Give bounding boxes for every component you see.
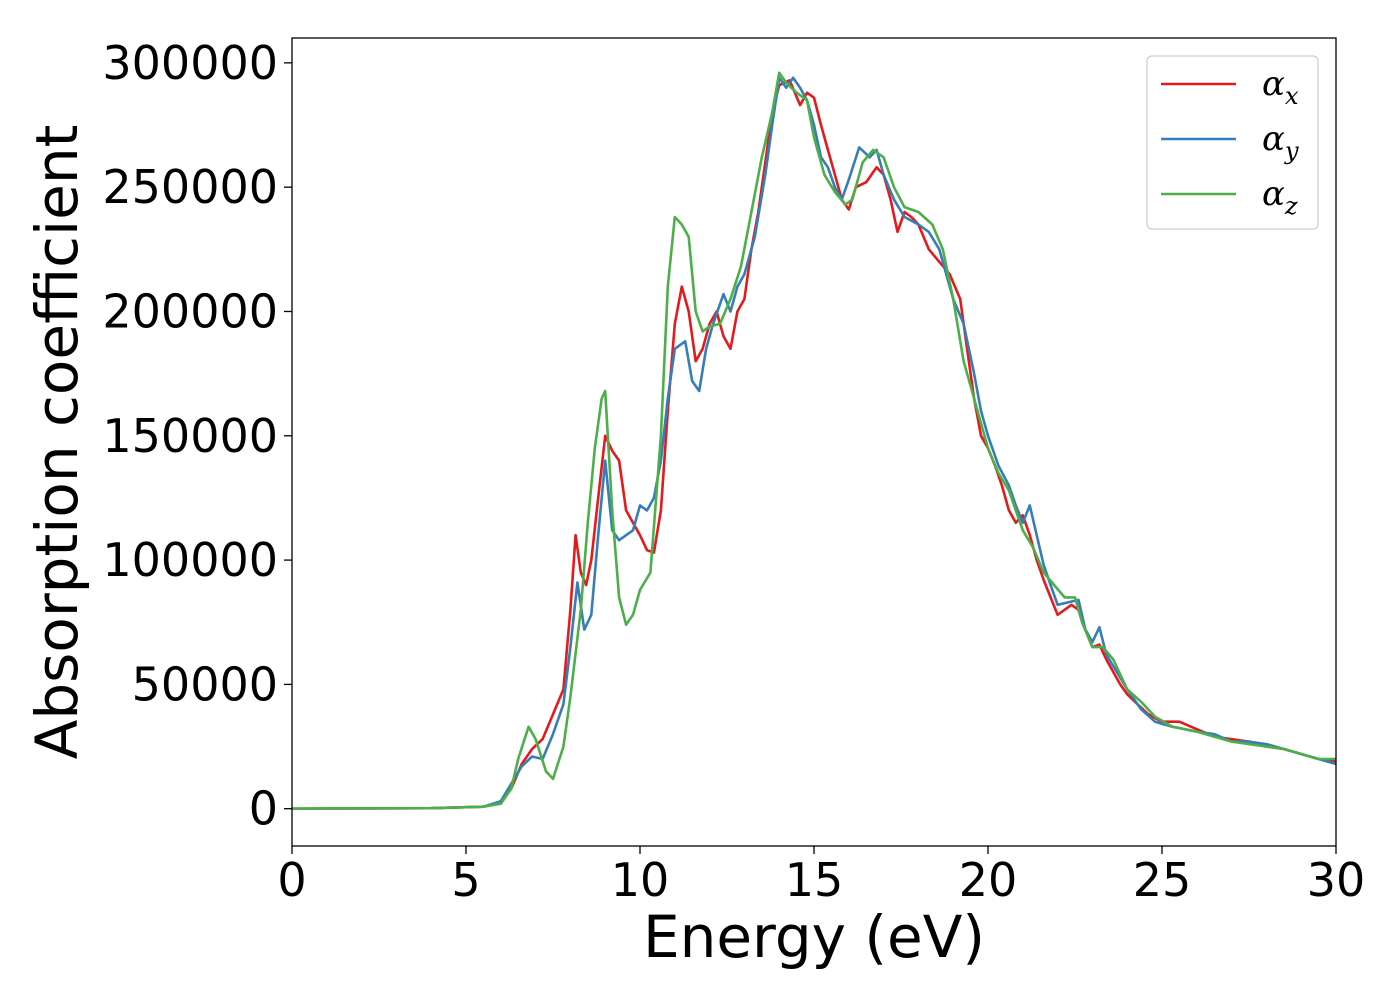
x-tick-label: 15 [785, 853, 844, 907]
x-tick-label: 20 [959, 853, 1018, 907]
x-tick-label: 0 [277, 853, 306, 907]
x-axis-title: Energy (eV) [643, 903, 985, 971]
series-line-z [291, 71, 1336, 810]
y-tick-label: 100000 [102, 533, 278, 587]
y-tick-label: 250000 [102, 160, 278, 214]
series-layer [291, 71, 1337, 810]
x-ticks: 0 5 10 15 20 25 30 [277, 846, 1365, 907]
legend-label-y: αy [1262, 119, 1299, 165]
y-tick-label: 0 [249, 782, 278, 836]
legend-label-x: αx [1262, 64, 1299, 110]
legend-label-z: αz [1262, 174, 1298, 220]
series-line-y [291, 76, 1337, 810]
legend: αx αy αz [1146, 55, 1319, 230]
series-line-x [291, 79, 1337, 810]
y-tick-label: 200000 [102, 284, 278, 338]
legend-box [1146, 55, 1319, 230]
x-tick-label: 25 [1133, 853, 1192, 907]
y-tick-label: 50000 [132, 657, 278, 711]
x-tick-label: 30 [1307, 853, 1366, 907]
x-tick-label: 10 [611, 853, 670, 907]
y-tick-label: 150000 [102, 409, 278, 463]
x-tick-label: 5 [451, 853, 480, 907]
y-tick-label: 300000 [102, 36, 278, 90]
y-axis-title: Absorption coefficient [23, 125, 91, 760]
y-ticks: 0 50000 100000 150000 200000 250000 300000 [102, 36, 292, 836]
